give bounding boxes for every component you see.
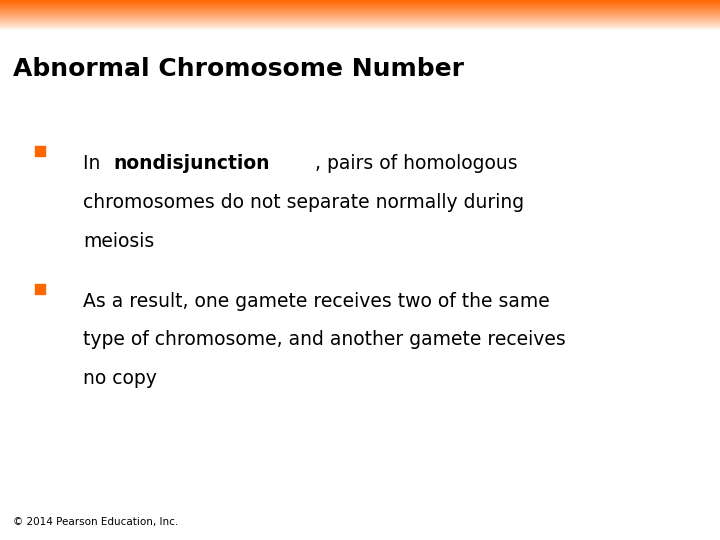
Text: meiosis: meiosis — [83, 232, 154, 251]
Text: Abnormal Chromosome Number: Abnormal Chromosome Number — [13, 57, 464, 80]
Text: As a result, one gamete receives two of the same: As a result, one gamete receives two of … — [83, 292, 549, 310]
Text: In: In — [83, 154, 106, 173]
Text: , pairs of homologous: , pairs of homologous — [315, 154, 518, 173]
Text: © 2014 Pearson Education, Inc.: © 2014 Pearson Education, Inc. — [13, 516, 179, 526]
Text: nondisjunction: nondisjunction — [113, 154, 269, 173]
Text: no copy: no copy — [83, 369, 157, 388]
Point — [34, 147, 45, 156]
Text: type of chromosome, and another gamete receives: type of chromosome, and another gamete r… — [83, 330, 565, 349]
Text: chromosomes do not separate normally during: chromosomes do not separate normally dur… — [83, 193, 524, 212]
Point — [34, 285, 45, 293]
